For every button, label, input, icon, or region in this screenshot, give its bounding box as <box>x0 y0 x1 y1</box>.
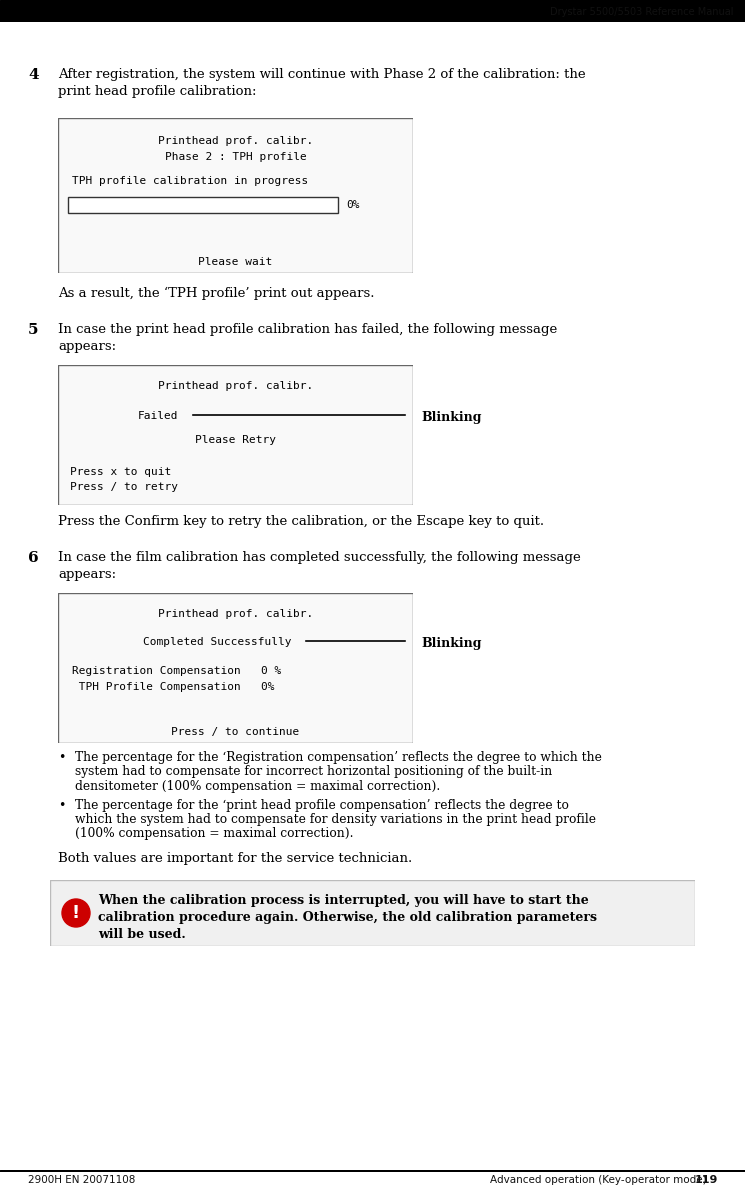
Text: !: ! <box>72 904 80 922</box>
Text: •: • <box>58 751 66 764</box>
Text: Completed Successfully: Completed Successfully <box>143 637 291 648</box>
Text: Press / to retry: Press / to retry <box>70 482 178 492</box>
Text: Advanced operation (Key-operator mode): Advanced operation (Key-operator mode) <box>490 1175 706 1185</box>
Text: 4: 4 <box>28 68 39 82</box>
Text: 0%: 0% <box>346 200 360 210</box>
Text: Both values are important for the service technician.: Both values are important for the servic… <box>58 852 412 865</box>
Text: 2900H EN 20071108: 2900H EN 20071108 <box>28 1175 136 1185</box>
Text: Press the Confirm key to retry the calibration, or the Escape key to quit.: Press the Confirm key to retry the calib… <box>58 515 544 528</box>
Text: Blinking: Blinking <box>421 637 481 650</box>
Text: After registration, the system will continue with Phase 2 of the calibration: th: After registration, the system will cont… <box>58 68 586 81</box>
Text: which the system had to compensate for density variations in the print head prof: which the system had to compensate for d… <box>75 812 596 825</box>
Text: In case the print head profile calibration has failed, the following message: In case the print head profile calibrati… <box>58 323 557 336</box>
Text: As a result, the ‘TPH profile’ print out appears.: As a result, the ‘TPH profile’ print out… <box>58 287 375 300</box>
Text: 119: 119 <box>694 1175 718 1185</box>
Text: The percentage for the ‘Registration compensation’ reflects the degree to which : The percentage for the ‘Registration com… <box>75 751 602 764</box>
Text: Press x to quit: Press x to quit <box>70 467 171 477</box>
Text: Printhead prof. calibr.: Printhead prof. calibr. <box>158 136 313 146</box>
Text: Blinking: Blinking <box>421 412 481 425</box>
Text: will be used.: will be used. <box>98 927 186 940</box>
Text: print head profile calibration:: print head profile calibration: <box>58 85 256 98</box>
Circle shape <box>62 899 90 927</box>
Text: 6: 6 <box>28 551 39 565</box>
Text: Press / to continue: Press / to continue <box>171 727 299 737</box>
Bar <box>68 197 338 213</box>
Text: Drystar 5500/5503 Reference Manual: Drystar 5500/5503 Reference Manual <box>551 7 734 17</box>
Text: Failed: Failed <box>138 412 178 421</box>
Text: When the calibration process is interrupted, you will have to start the: When the calibration process is interrup… <box>98 894 589 907</box>
Text: Please Retry: Please Retry <box>195 435 276 445</box>
Text: In case the film calibration has completed successfully, the following message: In case the film calibration has complet… <box>58 551 581 565</box>
Text: Printhead prof. calibr.: Printhead prof. calibr. <box>158 381 313 391</box>
Text: •: • <box>58 798 66 811</box>
Text: calibration procedure again. Otherwise, the old calibration parameters: calibration procedure again. Otherwise, … <box>98 911 597 924</box>
Text: densitometer (100% compensation = maximal correction).: densitometer (100% compensation = maxima… <box>75 780 440 793</box>
Text: Please wait: Please wait <box>198 257 273 267</box>
Text: Registration Compensation   0 %: Registration Compensation 0 % <box>72 667 282 676</box>
Text: Printhead prof. calibr.: Printhead prof. calibr. <box>158 608 313 619</box>
Text: appears:: appears: <box>58 340 116 353</box>
Text: (100% compensation = maximal correction).: (100% compensation = maximal correction)… <box>75 828 353 841</box>
Text: Phase 2 : TPH profile: Phase 2 : TPH profile <box>165 152 306 162</box>
Text: appears:: appears: <box>58 568 116 581</box>
Text: system had to compensate for incorrect horizontal positioning of the built-in: system had to compensate for incorrect h… <box>75 765 552 778</box>
Text: The percentage for the ‘print head profile compensation’ reflects the degree to: The percentage for the ‘print head profi… <box>75 798 569 811</box>
Text: TPH Profile Compensation   0%: TPH Profile Compensation 0% <box>72 682 274 691</box>
Text: 5: 5 <box>28 323 39 337</box>
Text: TPH profile calibration in progress: TPH profile calibration in progress <box>72 176 308 186</box>
